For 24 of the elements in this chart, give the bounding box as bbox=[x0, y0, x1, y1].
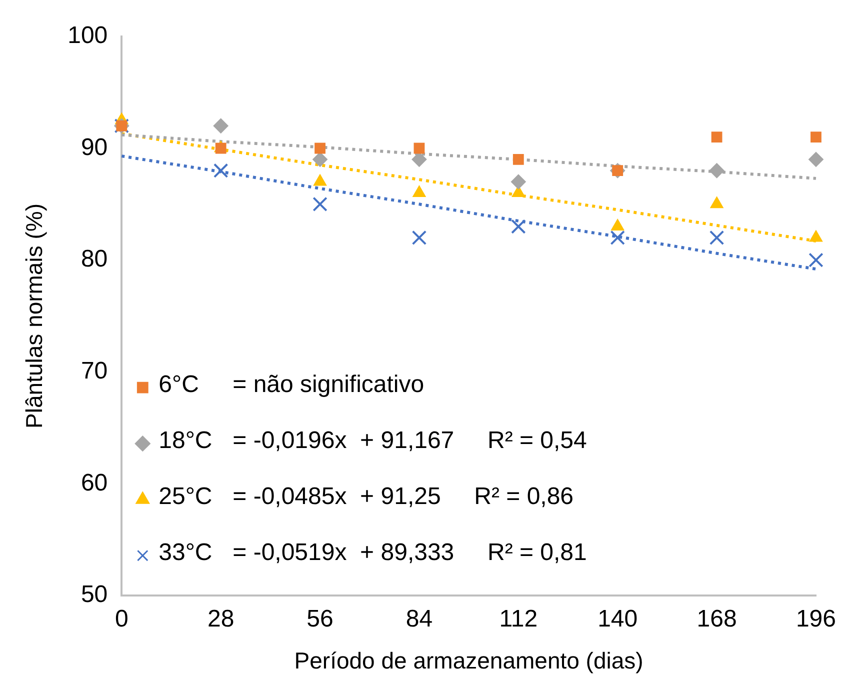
y-tick-label: 50 bbox=[80, 581, 108, 608]
x-tick-label: 140 bbox=[598, 606, 638, 633]
legend-label: 33°C bbox=[158, 539, 212, 566]
x-tick-label: 56 bbox=[306, 606, 334, 633]
y-tick-label: 100 bbox=[68, 22, 108, 50]
y-tick-label: 80 bbox=[80, 246, 108, 273]
y-axis-title: Plântulas normais (%) bbox=[21, 204, 48, 428]
annotation: = não significativo bbox=[232, 371, 424, 398]
legend-label: 25°C bbox=[158, 483, 212, 510]
x-tick-label: 84 bbox=[406, 606, 433, 633]
x-tick-label: 28 bbox=[207, 606, 234, 633]
annotation: = -0,0519x + 89,333 R² = 0,81 bbox=[232, 539, 587, 566]
x-tick-label: 0 bbox=[114, 606, 128, 633]
annotation: = -0,0485x + 91,25 R² = 0,86 bbox=[232, 483, 574, 510]
legend-label: 18°C bbox=[158, 427, 212, 454]
annotation: = -0,0196x + 91,167 R² = 0,54 bbox=[232, 427, 587, 454]
legend-label: 6°C bbox=[158, 371, 199, 398]
y-tick-label: 90 bbox=[80, 134, 108, 161]
y-tick-label: 70 bbox=[80, 358, 108, 385]
x-tick-label: 196 bbox=[796, 606, 836, 633]
y-tick-label: 60 bbox=[80, 469, 108, 496]
x-axis-title: Período de armazenamento (dias) bbox=[294, 648, 644, 674]
x-tick-label: 112 bbox=[499, 606, 538, 633]
x-tick-label: 168 bbox=[696, 606, 737, 633]
